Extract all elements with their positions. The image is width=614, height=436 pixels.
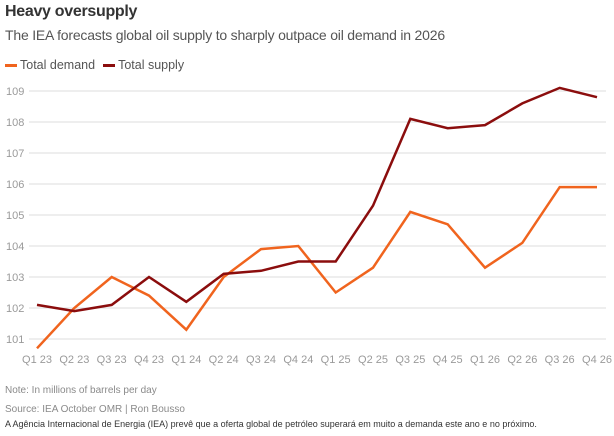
chart-source: Source: IEA October OMR | Ron Bousso [5,404,185,415]
x-axis-labels: Q1 23 Q2 23 Q3 23 Q4 23 Q1 24 Q2 24 Q3 24 Q4 24… [22,354,612,366]
x-tick-label: Q1 24 [171,354,201,366]
y-tick-label: 104 [6,241,24,253]
y-tick-label: 103 [6,272,24,284]
x-tick-label: Q1 25 [321,354,351,366]
y-axis-labels: 101 102 103 104 105 106 107 108 109 [6,86,24,346]
x-tick-label: Q3 25 [395,354,425,366]
x-tick-label: Q2 25 [358,354,388,366]
x-tick-label: Q2 23 [59,354,89,366]
legend-swatch-demand [5,63,17,67]
x-tick-label: Q3 26 [545,354,575,366]
y-tick-label: 101 [6,334,24,346]
x-tick-label: Q3 24 [246,354,276,366]
y-tick-label: 109 [6,86,24,98]
gridlines [29,90,606,340]
chart-caption: A Agência Internacional de Energia (IEA)… [5,419,537,429]
chart-subtitle: The IEA forecasts global oil supply to s… [5,27,445,43]
series-line-total-demand [36,185,597,350]
series-lines [36,86,598,350]
x-tick-label: Q2 24 [209,354,239,366]
y-tick-label: 107 [6,148,24,160]
x-tick-label: Q1 23 [22,354,52,366]
series-line-total-supply [36,86,598,313]
x-tick-label: Q4 24 [283,354,313,366]
x-tick-label: Q4 23 [134,354,164,366]
legend: Total demand Total supply [5,58,192,72]
legend-item-supply: Total supply [103,58,184,72]
chart-note: Note: In millions of barrels per day [5,385,157,396]
y-tick-label: 102 [6,303,24,315]
x-tick-label: Q1 26 [470,354,500,366]
legend-label-supply: Total supply [118,58,185,72]
x-tick-label: Q4 26 [582,354,612,366]
line-chart: 101 102 103 104 105 106 107 108 109 Q1 23 Q2 23 Q3… [6,86,612,366]
legend-item-demand: Total demand [5,58,95,72]
chart-title: Heavy oversupply [5,3,138,20]
legend-swatch-supply [103,63,116,67]
y-tick-label: 108 [6,117,24,129]
x-tick-label: Q3 23 [97,354,127,366]
y-tick-label: 105 [6,210,24,222]
legend-label-demand: Total demand [20,58,96,72]
x-tick-label: Q2 26 [507,354,537,366]
y-tick-label: 106 [6,179,24,191]
x-tick-label: Q4 25 [433,354,463,366]
